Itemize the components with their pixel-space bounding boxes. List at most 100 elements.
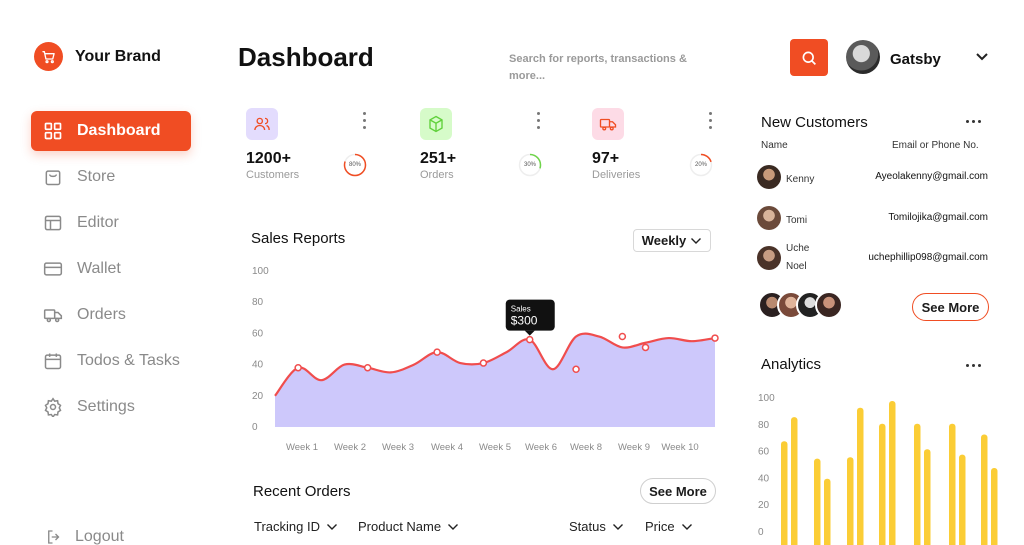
wallet-icon [43,262,63,276]
chevron-down-icon [612,523,623,530]
bar [847,457,854,545]
see-more-orders-button[interactable]: See More [640,478,716,504]
sidebar-item-label: Wallet [77,260,121,277]
tooltip-label: Sales [511,305,531,314]
sales-report-title: Sales Reports [251,230,346,247]
grid-icon [44,122,62,140]
stat-icon-box [592,108,624,140]
column-header-status[interactable]: Status [569,519,624,534]
stat-value: 251+ [420,150,457,167]
customer-email: uchephillip098@gmail.com [868,252,988,263]
brand[interactable]: Your Brand [34,42,161,71]
see-more-customers-button[interactable]: See More [912,293,989,321]
search-button[interactable] [790,39,828,76]
y-tick-label: 80 [758,420,770,431]
customer-row[interactable]: Uche Noel uchephillip098@gmail.com [757,240,992,276]
customer-col-name: Name [761,140,788,151]
stat-customers: 1200+ Customers 80% [246,108,406,188]
truck-icon [599,118,617,131]
x-tick-label: Week 8 [570,442,602,453]
progress-arc [518,153,542,177]
gear-icon [44,397,62,417]
more-horizontal-icon[interactable] [966,118,984,124]
column-header-product-name[interactable]: Product Name [358,519,459,534]
kebab-menu-icon[interactable] [536,112,542,132]
y-tick-label: 20 [758,500,770,511]
logout-icon [48,530,60,544]
search-input[interactable]: Search for reports, transactions & more.… [509,53,687,82]
customer-name: Tomi [786,215,808,226]
user-avatar[interactable] [846,40,880,74]
column-header-label: Product Name [358,519,442,534]
logout-button[interactable]: Logout [45,528,124,545]
stat-value: 97+ [592,150,620,167]
bar [791,417,798,545]
y-tick-label: 100 [758,393,775,404]
sidebar-item-settings[interactable]: Settings [31,387,191,427]
sidebar-item-editor[interactable]: Editor [31,203,191,243]
avatar [757,246,781,270]
cart-icon [34,42,63,71]
chevron-down-icon [681,523,692,530]
sidebar-nav: Dashboard Store Editor Wallet Orders Tod… [31,111,191,433]
sidebar-item-store[interactable]: Store [31,157,191,197]
avatar [815,291,843,319]
stat-value: 1200+ [246,150,291,167]
progress-percent: 20% [694,162,707,168]
progress-ring: 30% [518,153,542,177]
user-name[interactable]: Gatsby [890,51,941,68]
sidebar-item-wallet[interactable]: Wallet [31,249,191,289]
x-tick-label: Week 3 [382,442,414,453]
stat-label: Customers [246,169,300,181]
stat-deliveries: 97+ Deliveries 20% [592,108,752,188]
sidebar-item-label: Dashboard [77,122,161,139]
x-tick-label: Week 6 [525,442,557,453]
sidebar-item-label: Editor [77,214,119,231]
kebab-menu-icon[interactable] [362,112,368,132]
stat-label: Deliveries [592,169,641,181]
bar [889,401,896,545]
sidebar-item-todos[interactable]: Todos & Tasks [31,341,191,381]
analytics-title: Analytics [761,356,822,373]
sidebar-item-orders[interactable]: Orders [31,295,191,335]
customer-row[interactable]: Kenny Ayeolakenny@gmail.com [757,162,992,192]
bar [914,423,921,545]
sidebar-item-label: Orders [77,306,126,323]
y-tick-label: 20 [252,391,264,402]
chevron-down-icon[interactable] [975,52,989,62]
period-select[interactable]: Weekly [633,229,711,252]
avatar [757,165,781,189]
stat-icon-box [246,108,278,140]
x-tick-label: Week 9 [618,442,650,453]
sidebar-item-dashboard[interactable]: Dashboard [31,111,191,151]
customer-row[interactable]: Tomi Tomilojika@gmail.com [757,203,992,233]
kebab-menu-icon[interactable] [708,112,714,132]
avatar-stack [758,291,843,319]
y-tick-label: 60 [758,447,770,458]
sidebar-item-label: Store [77,168,116,185]
column-header-tracking-id[interactable]: Tracking ID [254,519,338,534]
data-point [525,335,534,344]
tooltip-box [505,299,555,331]
column-header-price[interactable]: Price [645,519,693,534]
sidebar-item-label: Todos & Tasks [77,352,180,369]
calendar-icon [44,353,62,370]
stat-icon-box [420,108,452,140]
chart-tooltip: Sales$300 [505,299,555,336]
progress-arc [689,153,713,177]
bar [814,458,821,545]
x-tick-label: Week 1 [286,442,318,453]
more-horizontal-icon[interactable] [966,362,984,368]
new-customers-title: New Customers [761,114,868,131]
progress-ring: 80% [343,153,367,177]
y-tick-label: 100 [252,266,269,277]
brand-name: Your Brand [75,47,161,65]
y-tick-label: 0 [758,527,764,538]
stat-label: Orders [420,169,454,181]
data-point [572,365,580,374]
y-tick-label: 40 [252,360,264,371]
x-tick-label: Week 4 [431,442,463,453]
bar [991,468,998,545]
customer-name: Uche Noel [786,243,810,272]
customer-email: Tomilojika@gmail.com [888,212,988,223]
